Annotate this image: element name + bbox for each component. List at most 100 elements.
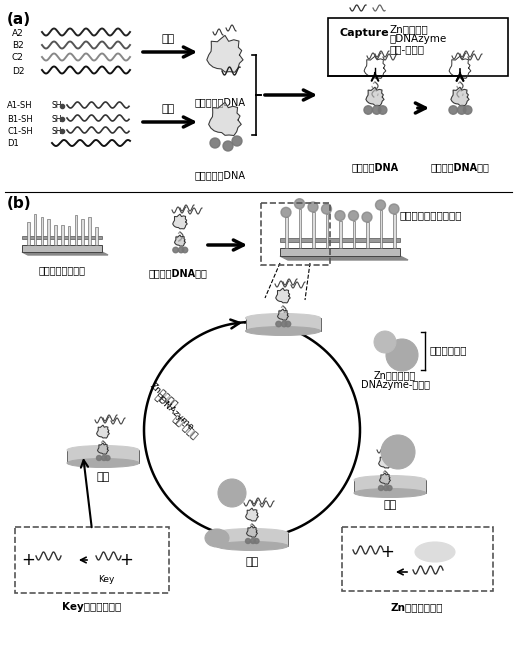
Text: Zn离子响应: Zn离子响应 bbox=[148, 380, 179, 410]
Polygon shape bbox=[378, 455, 391, 468]
Circle shape bbox=[387, 485, 392, 491]
Circle shape bbox=[389, 204, 399, 214]
FancyBboxPatch shape bbox=[353, 221, 355, 248]
Polygon shape bbox=[246, 508, 258, 521]
FancyBboxPatch shape bbox=[68, 226, 70, 245]
Polygon shape bbox=[379, 473, 390, 484]
Circle shape bbox=[449, 106, 458, 114]
Text: 銀纳米棒生物功能界面: 銀纳米棒生物功能界面 bbox=[400, 210, 463, 220]
Circle shape bbox=[97, 456, 101, 461]
Polygon shape bbox=[247, 526, 257, 537]
Text: A1-SH: A1-SH bbox=[7, 102, 33, 111]
FancyBboxPatch shape bbox=[34, 214, 36, 245]
Circle shape bbox=[362, 212, 372, 222]
Ellipse shape bbox=[205, 529, 229, 547]
Text: 底物-连接链: 底物-连接链 bbox=[170, 415, 198, 441]
Polygon shape bbox=[449, 56, 471, 78]
FancyBboxPatch shape bbox=[81, 218, 84, 245]
Text: SH: SH bbox=[52, 126, 63, 135]
Circle shape bbox=[285, 321, 291, 327]
Text: Key介导的链置换: Key介导的链置换 bbox=[63, 602, 121, 612]
Text: C2: C2 bbox=[12, 54, 24, 62]
Polygon shape bbox=[364, 56, 386, 78]
Bar bbox=[328, 18, 508, 76]
FancyBboxPatch shape bbox=[246, 318, 321, 331]
Text: B2: B2 bbox=[12, 41, 24, 51]
Circle shape bbox=[251, 538, 255, 544]
Circle shape bbox=[105, 456, 110, 461]
Circle shape bbox=[295, 199, 305, 209]
Ellipse shape bbox=[354, 476, 426, 485]
Ellipse shape bbox=[246, 314, 321, 323]
Text: +: + bbox=[380, 543, 394, 561]
Ellipse shape bbox=[216, 542, 288, 551]
FancyBboxPatch shape bbox=[280, 248, 400, 256]
Text: B1-SH: B1-SH bbox=[7, 115, 33, 124]
Circle shape bbox=[223, 141, 233, 151]
Polygon shape bbox=[366, 87, 384, 106]
Circle shape bbox=[281, 321, 287, 327]
Circle shape bbox=[218, 479, 246, 507]
FancyBboxPatch shape bbox=[216, 533, 288, 546]
Polygon shape bbox=[98, 443, 109, 454]
Text: Capture: Capture bbox=[340, 28, 390, 38]
Text: 双四面体DNA探针: 双四面体DNA探针 bbox=[431, 162, 490, 172]
Text: 退火: 退火 bbox=[161, 104, 175, 114]
Circle shape bbox=[378, 485, 384, 491]
FancyBboxPatch shape bbox=[326, 214, 328, 248]
Circle shape bbox=[246, 538, 251, 544]
FancyBboxPatch shape bbox=[285, 217, 287, 248]
Polygon shape bbox=[173, 214, 187, 229]
Circle shape bbox=[178, 248, 184, 253]
FancyBboxPatch shape bbox=[74, 215, 77, 245]
Circle shape bbox=[348, 211, 358, 221]
Text: 底座四面体DNA: 底座四面体DNA bbox=[194, 170, 246, 180]
FancyBboxPatch shape bbox=[339, 221, 342, 248]
Polygon shape bbox=[175, 235, 186, 246]
FancyBboxPatch shape bbox=[379, 210, 382, 248]
Circle shape bbox=[101, 456, 107, 461]
FancyBboxPatch shape bbox=[61, 225, 64, 245]
Ellipse shape bbox=[67, 446, 139, 454]
Circle shape bbox=[335, 211, 345, 221]
Text: SH: SH bbox=[52, 115, 63, 124]
Circle shape bbox=[173, 248, 178, 253]
Text: 底物-连接链: 底物-连接链 bbox=[390, 44, 425, 54]
FancyBboxPatch shape bbox=[354, 480, 426, 493]
FancyBboxPatch shape bbox=[48, 218, 50, 245]
Text: 捕获四面体DNA: 捕获四面体DNA bbox=[194, 97, 246, 107]
Circle shape bbox=[182, 248, 188, 253]
Circle shape bbox=[384, 485, 388, 491]
Text: 双四面体DNA: 双四面体DNA bbox=[352, 162, 399, 172]
Ellipse shape bbox=[216, 529, 288, 537]
Ellipse shape bbox=[354, 489, 426, 498]
Polygon shape bbox=[451, 87, 469, 106]
FancyBboxPatch shape bbox=[298, 209, 301, 248]
Circle shape bbox=[458, 106, 466, 114]
Text: 退火: 退火 bbox=[161, 34, 175, 44]
Circle shape bbox=[364, 106, 372, 114]
Polygon shape bbox=[207, 36, 243, 72]
FancyBboxPatch shape bbox=[22, 236, 102, 239]
Polygon shape bbox=[22, 252, 108, 255]
Circle shape bbox=[210, 138, 220, 148]
Text: +: + bbox=[119, 551, 133, 569]
Text: A2: A2 bbox=[12, 29, 24, 38]
Text: 双四面体DNA探针: 双四面体DNA探针 bbox=[148, 268, 207, 278]
FancyBboxPatch shape bbox=[280, 238, 400, 242]
FancyBboxPatch shape bbox=[41, 216, 43, 245]
FancyBboxPatch shape bbox=[15, 527, 169, 593]
Text: D1: D1 bbox=[7, 139, 19, 148]
Text: 捕获: 捕获 bbox=[384, 500, 397, 510]
FancyBboxPatch shape bbox=[342, 527, 493, 591]
Circle shape bbox=[276, 321, 281, 327]
FancyBboxPatch shape bbox=[54, 225, 57, 245]
Circle shape bbox=[308, 202, 318, 212]
Text: Zn离子辅助切割: Zn离子辅助切割 bbox=[391, 602, 443, 612]
Text: 循环肿瘦细胞: 循环肿瘦细胞 bbox=[429, 345, 466, 355]
Circle shape bbox=[374, 331, 396, 353]
Text: 型DNAzyme: 型DNAzyme bbox=[390, 34, 447, 44]
Text: DNAzyme-适体链: DNAzyme-适体链 bbox=[360, 380, 430, 390]
FancyBboxPatch shape bbox=[312, 212, 314, 248]
FancyBboxPatch shape bbox=[366, 222, 369, 248]
